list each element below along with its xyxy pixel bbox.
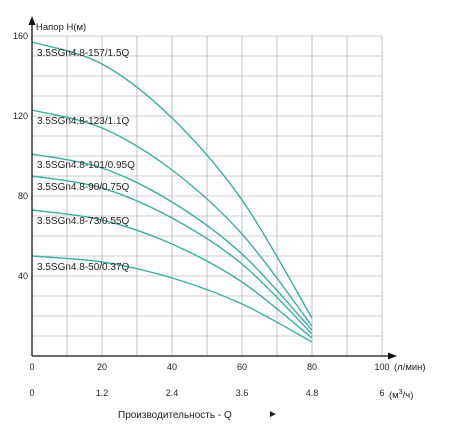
- grid-lines: [31, 35, 383, 357]
- performance-curves: [31, 41, 313, 343]
- x-tick-label-lpm: 20: [97, 362, 107, 372]
- x-axis-title: Производительность - Q: [118, 410, 232, 421]
- x-tick-label-m3h: 6: [379, 388, 384, 398]
- series-label-2: 3.5SGn4.8-123/1.1Q: [37, 116, 130, 127]
- x-unit-m3h-sup: 3: [399, 389, 403, 396]
- curve-labels: 3.5SGn4.8-157/1.5Q 3.5SGn4.8-123/1.1Q 3.5S…: [37, 48, 135, 273]
- x-tick-label-m3h: 0: [29, 388, 34, 398]
- series-label-5: 3.5SGn4.8-73/0.55Q: [37, 216, 130, 227]
- x-unit-m3h: (м3/ч): [389, 389, 413, 401]
- series-line-5: [31, 209, 313, 339]
- x-tick-label-m3h: 4.8: [306, 388, 319, 398]
- tick-labels: 40 80 120 160 0 20 40 60 80 100 0 1.2 2.4 3.6 4.8 6: [13, 31, 390, 398]
- y-tick-label: 160: [13, 31, 28, 41]
- x-axis-arrow-icon: ►: [268, 409, 278, 420]
- y-tick-label: 80: [18, 191, 28, 201]
- y-tick-label: 120: [13, 111, 28, 121]
- series-line-2: [31, 109, 313, 327]
- x-axis-arrow-icon: [388, 352, 397, 360]
- x-tick-label-lpm: 80: [307, 362, 317, 372]
- series-line-4: [31, 175, 313, 335]
- series-line-1: [31, 41, 313, 319]
- x-tick-label-m3h: 1.2: [96, 388, 109, 398]
- y-tick-label: 40: [18, 271, 28, 281]
- series-label-1: 3.5SGn4.8-157/1.5Q: [37, 48, 130, 59]
- series-label-4: 3.5SGn4.8-90/0.75Q: [37, 182, 130, 193]
- series-label-3: 3.5SGn4.8-101/0.95Q: [37, 160, 135, 171]
- y-axis-title: Напор H(м): [36, 22, 86, 33]
- series-line-3: [31, 153, 313, 331]
- axes: [28, 16, 397, 360]
- x-tick-label-m3h: 2.4: [166, 388, 179, 398]
- x-tick-label-m3h: 3.6: [236, 388, 249, 398]
- y-axis-arrow-icon: [28, 16, 36, 25]
- series-line-6: [31, 255, 313, 343]
- x-unit-m3h-prefix: (м: [389, 390, 399, 401]
- x-tick-label-lpm: 100: [374, 362, 389, 372]
- x-tick-label-lpm: 0: [29, 362, 34, 372]
- series-label-6: 3.5SGn4.8-50/0.37Q: [37, 262, 130, 273]
- x-unit-m3h-suffix: /ч): [403, 390, 414, 401]
- x-unit-lpm: (л/мин): [394, 362, 426, 373]
- x-tick-label-lpm: 40: [167, 362, 177, 372]
- x-tick-label-lpm: 60: [237, 362, 247, 372]
